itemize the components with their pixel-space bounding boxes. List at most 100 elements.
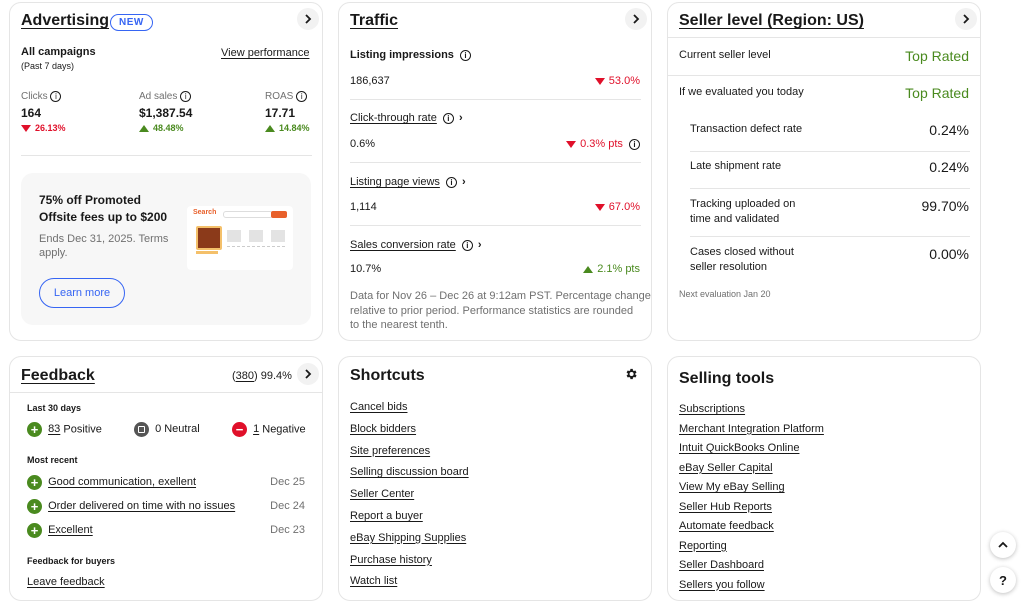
sales-conversion-rate-link[interactable]: Sales conversion rate — [350, 239, 456, 251]
mock-product-image — [196, 226, 222, 250]
transaction-defect-rate-label: Transaction defect rate — [690, 123, 803, 135]
listing-page-views-value: 1,114 — [350, 201, 377, 213]
selling-tool-link[interactable]: Subscriptions — [679, 403, 746, 415]
feedback-percent: 99.4% — [260, 370, 292, 382]
ad-sales-value: $1,387.54 — [139, 106, 193, 121]
shortcut-link[interactable]: Selling discussion board — [350, 466, 469, 479]
mock-item-text — [227, 246, 285, 249]
divider — [10, 392, 322, 393]
click-through-rate-change-text: 0.3% pts — [580, 138, 623, 150]
shortcut-link[interactable]: Watch list — [350, 575, 398, 588]
click-through-rate-link[interactable]: Click-through rate — [350, 112, 437, 124]
seller-level-chevron-right-icon[interactable] — [955, 8, 977, 30]
selling-tool-link[interactable]: View My eBay Selling — [679, 481, 785, 493]
recent-feedback-link[interactable]: Excellent — [48, 524, 93, 537]
mock-search-label: Search — [193, 209, 217, 216]
shortcut-link[interactable]: Block bidders — [350, 422, 417, 435]
cases-line: Cases closed without — [690, 246, 794, 258]
selling-tool-link[interactable]: Seller Hub Reports — [679, 500, 772, 513]
selling-tool-link[interactable]: Seller Dashboard — [679, 559, 764, 571]
gear-icon[interactable] — [624, 367, 638, 381]
chevron-right-icon[interactable]: › — [477, 239, 482, 251]
listing-page-views-change-text: 67.0% — [608, 201, 640, 213]
clicks-label: Clicks — [21, 91, 48, 103]
info-icon[interactable]: i — [442, 112, 454, 124]
divider — [21, 155, 312, 156]
current-seller-level-label: Current seller level — [679, 49, 771, 61]
selling-tool-link[interactable]: Sellers you follow — [679, 578, 765, 591]
chevron-right-icon[interactable]: › — [462, 176, 466, 188]
info-icon[interactable]: i — [180, 91, 192, 102]
feedback-chevron-right-icon[interactable] — [297, 363, 319, 385]
sales-conversion-rate-change-text: 2.1% pts — [597, 263, 640, 275]
click-through-rate-label[interactable]: Click-through rate i › — [350, 112, 463, 124]
recent-feedback-link[interactable]: Order delivered on time with no issues — [48, 500, 236, 513]
shortcut-link[interactable]: Report a buyer — [350, 509, 423, 522]
cases-closed-value: 0.00% — [929, 246, 969, 262]
recent-feedback-link[interactable]: Good communication, exellent — [48, 476, 197, 489]
shortcut-link[interactable]: Seller Center — [350, 488, 415, 501]
last-30-days-label: Last 30 days — [27, 403, 82, 413]
footnote-line: Data for Nov 26 – Dec 26 at 9:12am PST. … — [350, 290, 651, 302]
info-icon[interactable]: i — [50, 91, 62, 102]
shortcut-link[interactable]: Purchase history — [350, 553, 432, 566]
info-icon[interactable]: i — [445, 176, 457, 188]
divider — [690, 236, 970, 237]
roas-change: 14.84% — [279, 123, 310, 134]
plus-circle-icon: + — [27, 422, 42, 437]
up-arrow-icon — [139, 125, 149, 133]
info-icon[interactable]: i — [461, 239, 473, 251]
shortcut-link[interactable]: Site preferences — [350, 444, 431, 457]
negative-count-link[interactable]: 1 — [253, 423, 260, 436]
recent-feedback-date: Dec 25 — [270, 476, 305, 488]
listing-page-views-label[interactable]: Listing page views i › — [350, 176, 466, 188]
traffic-title[interactable]: Traffic — [350, 12, 399, 29]
view-performance-link[interactable]: View performance — [221, 47, 310, 59]
chevron-right-icon[interactable]: › — [458, 112, 463, 124]
advertising-chevron-right-icon[interactable] — [297, 8, 319, 30]
ad-sales-label: Ad sales — [139, 91, 178, 103]
down-arrow-icon — [594, 203, 605, 211]
most-recent-label: Most recent — [27, 455, 78, 465]
info-icon[interactable]: i — [296, 91, 308, 102]
learn-more-button[interactable]: Learn more — [39, 278, 125, 308]
promo-illustration: Search — [187, 206, 293, 270]
promo-title-line1: 75% off Promoted — [39, 193, 142, 207]
selling-tool-link[interactable]: Automate feedback — [679, 520, 774, 532]
recent-feedback-date: Dec 24 — [270, 500, 305, 512]
recent-feedback-date: Dec 23 — [270, 524, 305, 536]
selling-tool-link[interactable]: eBay Seller Capital — [679, 461, 773, 474]
info-icon[interactable]: i — [629, 138, 640, 150]
recent-feedback-item: + Order delivered on time with no issues — [27, 499, 235, 514]
divider — [350, 99, 641, 100]
tracking-line: time and validated — [690, 212, 780, 225]
scroll-to-top-button[interactable] — [990, 532, 1016, 558]
positive-count-link[interactable]: 83 — [48, 423, 61, 436]
leave-feedback-link[interactable]: Leave feedback — [27, 576, 105, 588]
metric-clicks: Clicks i 164 26.13% — [21, 91, 66, 133]
shortcut-link[interactable]: Cancel bids — [350, 401, 408, 413]
seller-level-title[interactable]: Seller level (Region: US) — [679, 12, 864, 29]
selling-tool-link[interactable]: Reporting — [679, 539, 727, 552]
info-icon[interactable]: i — [459, 49, 471, 61]
divider — [690, 188, 970, 189]
feedback-title[interactable]: Feedback — [21, 367, 95, 384]
listing-page-views-change: 67.0% — [594, 201, 640, 213]
next-evaluation: Next evaluation Jan 20 — [679, 289, 771, 299]
advertising-title[interactable]: Advertising — [21, 12, 110, 29]
listing-page-views-link[interactable]: Listing page views — [350, 176, 440, 188]
recent-feedback-item: + Excellent — [27, 523, 93, 538]
traffic-chevron-right-icon[interactable] — [625, 8, 647, 30]
sales-conversion-rate-label[interactable]: Sales conversion rate i › — [350, 239, 482, 251]
selling-tool-link[interactable]: Intuit QuickBooks Online — [679, 442, 800, 454]
traffic-card: Traffic Listing impressions i 186,637 53… — [338, 2, 652, 341]
shortcut-link[interactable]: eBay Shipping Supplies — [350, 531, 467, 544]
listing-impressions-label: Listing impressions i — [350, 49, 471, 61]
negative-label: Negative — [262, 423, 306, 436]
divider — [690, 151, 970, 152]
help-button[interactable]: ? — [990, 567, 1016, 593]
listing-impressions-change: 53.0% — [594, 75, 640, 87]
shortcuts-title: Shortcuts — [350, 367, 425, 384]
selling-tool-link[interactable]: Merchant Integration Platform — [679, 422, 824, 435]
feedback-count-link[interactable]: 380 — [235, 370, 255, 382]
